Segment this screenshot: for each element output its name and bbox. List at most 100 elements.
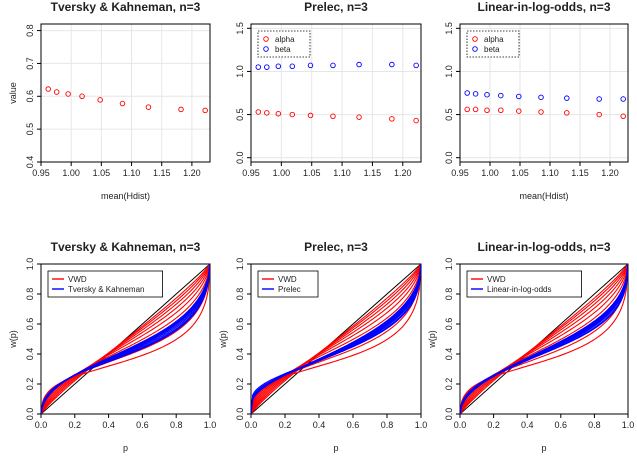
data-point	[464, 90, 470, 96]
data-point	[145, 104, 152, 110]
data-point	[472, 91, 479, 97]
legend-label: beta	[275, 45, 291, 54]
y-tick-label: 1.0	[444, 65, 454, 78]
x-tick-label: 0.4	[102, 420, 115, 430]
chart-panel-5: Prelec, n=3 0.0 0.2 0.4 0.6 0.8 1.0 0.0 0.2 0.4 0.…	[218, 240, 427, 453]
y-tick-label: 0.6	[25, 90, 35, 103]
y-tick-label: 0.5	[235, 108, 245, 121]
legend-box	[257, 270, 319, 298]
x-axis-label: p	[333, 443, 338, 453]
y-tick-label: 1.0	[235, 258, 245, 271]
x-tick-label: 1.00	[273, 168, 291, 178]
chart-panel-4: Tversky & Kahneman, n=3 0.0 0.2 0.4 0.6 0.8 1.…	[8, 240, 216, 453]
chart-title: Prelec, n=3	[304, 240, 368, 254]
chart-title: Tversky & Kahneman, n=3	[51, 0, 201, 14]
legend-box	[47, 270, 163, 298]
plot-area	[464, 90, 626, 120]
x-tick-label: 0.6	[555, 420, 568, 430]
x-tick-label: 0.95	[451, 168, 469, 178]
data-point	[275, 110, 282, 117]
x-tick-label: 0.95	[32, 168, 50, 178]
y-axis-label: w(p)	[427, 330, 437, 349]
x-tick-label: 1.15	[571, 168, 589, 178]
x-tick-label: 1.10	[123, 168, 141, 178]
x-tick-label: 0.2	[69, 420, 82, 430]
legend-marker	[472, 46, 478, 52]
x-tick-label: 0.0	[35, 420, 48, 430]
x-tick-label: 0.6	[347, 420, 360, 430]
y-tick-label: 0.8	[25, 24, 35, 37]
data-point	[620, 113, 626, 120]
series-line	[41, 264, 210, 414]
data-point	[484, 91, 490, 98]
y-tick-label: 0.8	[25, 288, 35, 301]
x-tick-label: 0.0	[454, 420, 467, 430]
series-line	[41, 264, 210, 414]
plot-frame	[250, 23, 422, 163]
series-line	[460, 264, 628, 414]
x-tick-label: 0.2	[487, 420, 500, 430]
plot-area	[45, 86, 208, 114]
chart-panel-6: Linear-in-log-odds, n=3 0.0 0.2 0.4 0.6 0.8 1.…	[427, 240, 634, 453]
y-axis-label: w(p)	[8, 330, 18, 349]
x-tick-label: 0.4	[521, 420, 534, 430]
series-line	[460, 264, 628, 414]
legend-box	[257, 30, 311, 58]
x-tick-label: 0.4	[313, 420, 326, 430]
y-tick-label: 0.0	[235, 408, 245, 421]
data-point	[389, 61, 395, 68]
data-point	[472, 106, 479, 113]
y-tick-label: 1.0	[444, 258, 454, 271]
series-line	[41, 264, 210, 414]
x-tick-label: 1.05	[511, 168, 529, 178]
x-tick-label: 1.0	[622, 420, 635, 430]
data-point	[178, 106, 184, 113]
data-point	[413, 117, 419, 124]
x-axis-label: mean(Hdist)	[519, 191, 568, 201]
data-point	[564, 110, 570, 116]
data-point	[307, 112, 314, 119]
series-line	[251, 264, 421, 414]
chart-title: Linear-in-log-odds, n=3	[477, 240, 610, 254]
data-point	[596, 96, 602, 102]
plot-frame	[459, 23, 629, 163]
plot-area	[460, 264, 628, 414]
data-point	[389, 116, 395, 122]
data-point	[538, 94, 544, 101]
legend-marker	[263, 36, 269, 42]
x-tick-label: 1.15	[364, 168, 382, 178]
plot-frame	[459, 263, 629, 415]
y-tick-label: 0.8	[235, 288, 245, 301]
data-point	[330, 62, 336, 69]
data-point	[538, 109, 544, 115]
legend-label: Prelec	[278, 285, 301, 294]
legend-marker	[472, 36, 478, 42]
x-axis-label: p	[541, 443, 546, 453]
data-point	[564, 95, 570, 101]
chart-title: Tversky & Kahneman, n=3	[51, 240, 201, 254]
x-tick-label: 1.0	[204, 420, 217, 430]
legend-label: VWD	[68, 275, 87, 284]
series-line	[460, 264, 628, 414]
x-tick-label: 0.95	[242, 168, 260, 178]
y-tick-label: 0.5	[444, 108, 454, 121]
x-tick-label: 1.10	[333, 168, 351, 178]
y-tick-label: 0.6	[444, 318, 454, 331]
legend-label: alpha	[484, 35, 504, 44]
x-tick-label: 0.8	[381, 420, 394, 430]
data-point	[264, 110, 270, 116]
series-line	[460, 264, 628, 414]
x-axis-label: mean(Hdist)	[101, 191, 150, 201]
data-point	[45, 86, 51, 92]
y-tick-label: 1.5	[235, 22, 245, 35]
data-point	[498, 107, 504, 113]
data-point	[307, 62, 314, 69]
legend-label: VWD	[487, 275, 506, 284]
y-tick-label: 0.4	[235, 348, 245, 361]
y-axis-label: value	[8, 82, 18, 104]
y-tick-label: 0.0	[235, 151, 245, 164]
x-tick-label: 1.10	[541, 168, 559, 178]
